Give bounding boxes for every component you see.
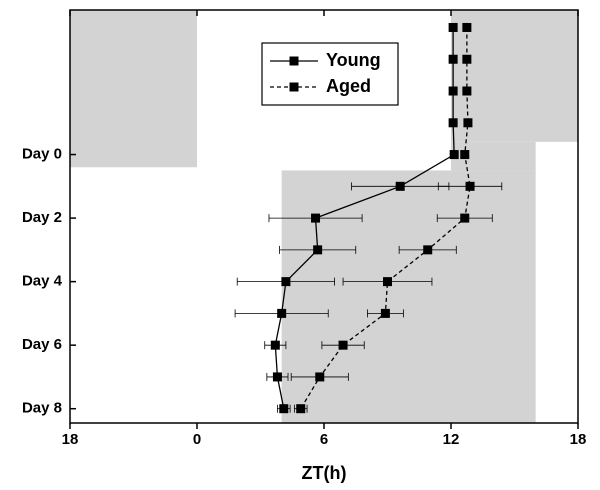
marker xyxy=(423,245,433,255)
marker xyxy=(311,213,321,223)
marker xyxy=(395,181,405,191)
legend-marker xyxy=(289,56,299,66)
dark-period xyxy=(281,170,536,423)
y-tick-label: Day 8 xyxy=(22,400,62,417)
marker xyxy=(296,404,306,414)
legend-marker xyxy=(289,82,299,92)
x-axis-label: ZT(h) xyxy=(302,463,347,483)
y-tick-label: Day 2 xyxy=(22,209,62,226)
marker xyxy=(449,150,459,160)
marker xyxy=(448,118,458,128)
x-tick-label: 6 xyxy=(320,431,328,448)
dark-period xyxy=(70,10,197,168)
x-tick-label: 18 xyxy=(62,431,79,448)
marker xyxy=(462,22,472,32)
x-tick-label: 18 xyxy=(570,431,587,448)
marker xyxy=(270,340,280,350)
y-tick-label: Day 4 xyxy=(22,273,63,290)
marker xyxy=(460,213,470,223)
marker xyxy=(462,54,472,64)
legend-box xyxy=(261,42,399,106)
marker xyxy=(460,150,470,160)
legend-label: Aged xyxy=(326,76,371,96)
legend-label: Young xyxy=(326,50,381,70)
marker xyxy=(462,86,472,96)
marker xyxy=(279,404,289,414)
marker xyxy=(380,308,390,318)
marker xyxy=(281,277,291,287)
marker xyxy=(448,22,458,32)
x-tick-label: 12 xyxy=(443,431,460,448)
marker xyxy=(463,118,473,128)
marker xyxy=(272,372,282,382)
y-tick-label: Day 0 xyxy=(22,146,62,163)
marker xyxy=(315,372,325,382)
marker xyxy=(448,86,458,96)
marker xyxy=(338,340,348,350)
y-tick-label: Day 6 xyxy=(22,336,62,353)
x-tick-label: 0 xyxy=(193,431,201,448)
marker xyxy=(313,245,323,255)
marker xyxy=(448,54,458,64)
marker xyxy=(465,181,475,191)
marker xyxy=(383,277,392,287)
marker xyxy=(277,308,287,318)
